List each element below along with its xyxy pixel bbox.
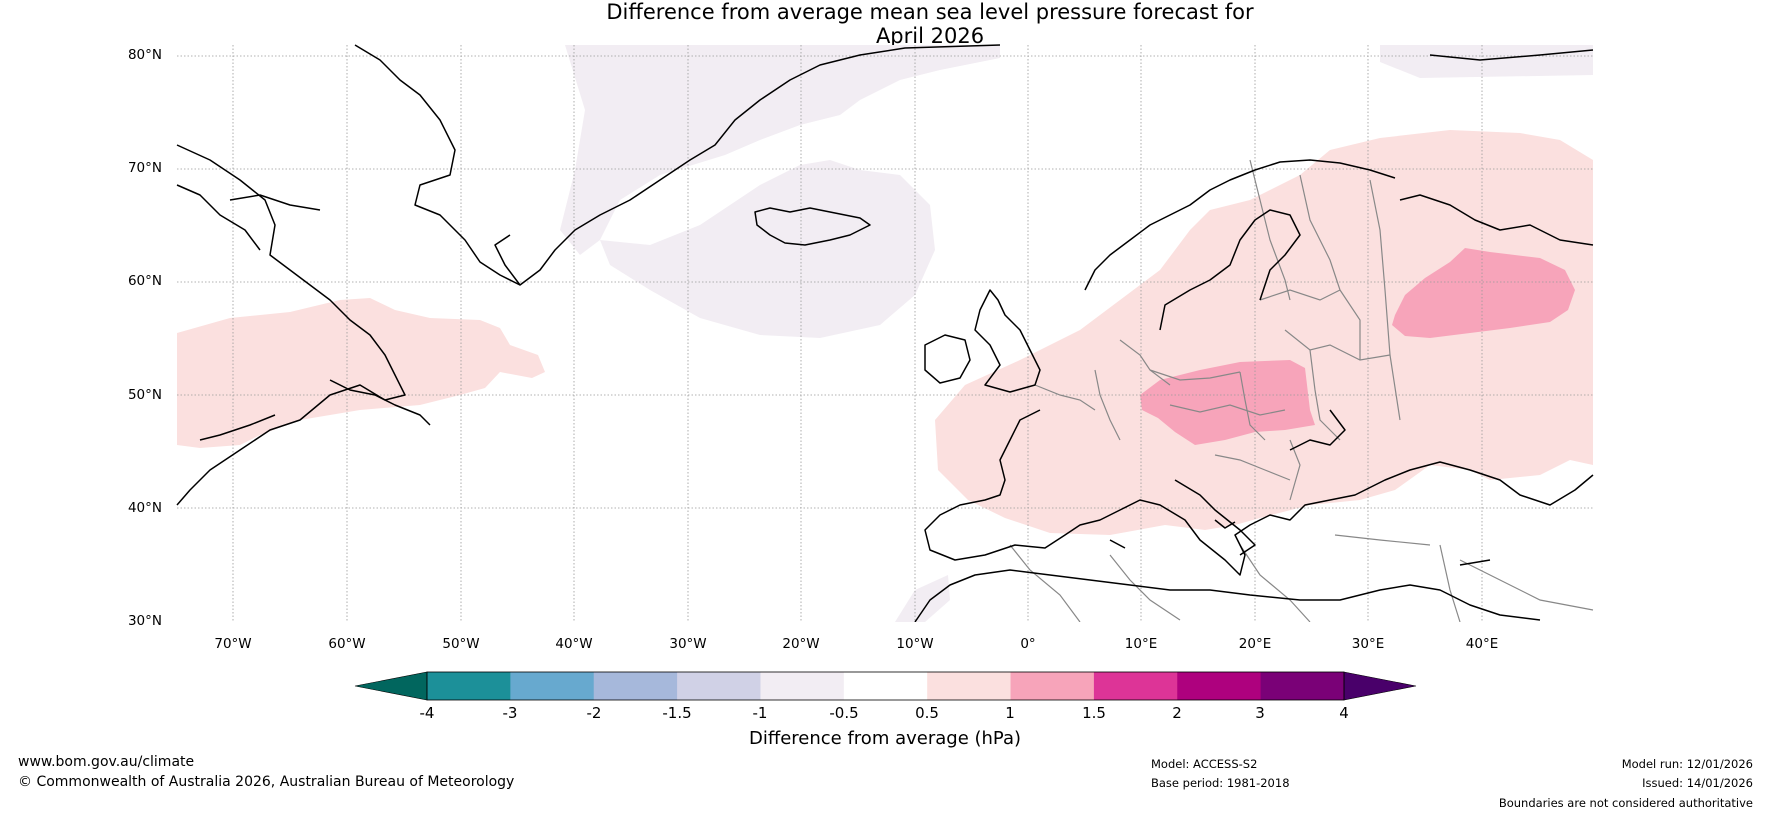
negative-anomaly-region-south [895,575,950,622]
model-run-date: Model run: 12/01/2026 [1621,757,1753,771]
negative-anomaly-region-atlantic [600,160,935,338]
colorbar-title: Difference from average (hPa) [748,728,1022,749]
colorbar-segment [510,672,595,700]
coastline-canada [176,144,406,506]
colorbar-tick-2: 2 [1172,704,1182,722]
colorbar-tick-neg-0-5: -0.5 [829,704,859,722]
issued-date: Issued: 14/01/2026 [1642,776,1753,790]
colorbar-segment [1093,672,1178,700]
coastline-greenland [354,44,1001,286]
colorbar-frame [426,671,1345,701]
lon-label-30e: 30°E [1351,636,1385,652]
title-line-1: Difference from average mean sea level p… [606,0,1254,24]
lon-label-40e: 40°E [1465,636,1499,652]
title-line-2: April 2026 [875,24,985,48]
website-link[interactable]: www.bom.gov.au/climate [18,754,195,770]
colorbar-segment [760,672,845,700]
chart-title: Difference from average mean sea level p… [0,0,1770,48]
lat-label-80n: 80°N [127,47,162,63]
copyright-notice: © Commonwealth of Australia 2026, Austra… [18,774,515,790]
coastline-iceland [754,207,871,246]
colorbar-tick-neg-3: -3 [502,704,518,722]
lon-label-20w: 20°W [782,636,820,652]
colorbar-extend-low [354,671,428,701]
coastline-europe [924,409,1594,576]
colorbar-segment [1177,672,1262,700]
strong-anomaly-region-russia [1392,248,1575,338]
colorbar-extend-high [1343,671,1417,701]
colorbar-tick-0-5: 0.5 [915,704,939,722]
model-name: Model: ACCESS-S2 [1151,757,1258,771]
lat-label-60n: 60°N [127,273,162,289]
coastline-north-africa [914,569,1541,623]
strong-anomaly-region-central-europe [1140,360,1315,445]
colorbar-segment [843,672,928,700]
lon-label-10e: 10°E [1124,636,1158,652]
colorbar-tick-neg-1: -1 [752,704,768,722]
lon-label-40w: 40°W [555,636,593,652]
lat-label-70n: 70°N [127,160,162,176]
colorbar [354,671,1417,701]
lat-label-50n: 50°N [127,387,162,403]
negative-anomaly-region-northeast [1380,45,1593,78]
graticule [177,45,1593,622]
lon-label-30w: 30°W [669,636,707,652]
lon-label-50w: 50°W [442,636,480,652]
lon-label-10w: 10°W [896,636,934,652]
colorbar-tick-neg-2: -2 [586,704,602,722]
coastline-scandinavia [1084,159,1396,291]
base-period: Base period: 1981-2018 [1151,776,1290,790]
lon-label-0: 0° [1020,636,1036,652]
colorbar-segment [427,672,511,700]
lat-label-30n: 30°N [127,613,162,629]
lon-label-60w: 60°W [328,636,366,652]
positive-anomaly-region-labrador [177,298,545,448]
positive-anomaly-region-europe [935,130,1593,535]
colorbar-segment [593,672,678,700]
lon-label-20e: 20°E [1238,636,1272,652]
colorbar-tick-neg-4: -4 [419,704,435,722]
colorbar-tick-1-5: 1.5 [1082,704,1106,722]
colorbar-tick-neg-1-5: -1.5 [662,704,692,722]
colorbar-segment [1260,672,1345,700]
anomaly-shading [177,45,1593,622]
coastline-great-britain [974,289,1041,393]
lon-label-70w: 70°W [214,636,252,652]
coastlines [176,44,1594,623]
colorbar-tick-3: 3 [1255,704,1265,722]
negative-anomaly-region-greenland [560,45,1000,255]
colorbar-segment [677,672,761,700]
boundaries-disclaimer: Boundaries are not considered authoritat… [1498,796,1753,810]
colorbar-segment [1010,672,1095,700]
colorbar-tick-4: 4 [1339,704,1349,722]
country-borders [1009,159,1594,623]
colorbar-segments [427,672,1345,700]
colorbar-segment [927,672,1012,700]
colorbar-tick-1: 1 [1005,704,1015,722]
lat-label-40n: 40°N [127,500,162,516]
coastline-ireland [924,334,971,384]
